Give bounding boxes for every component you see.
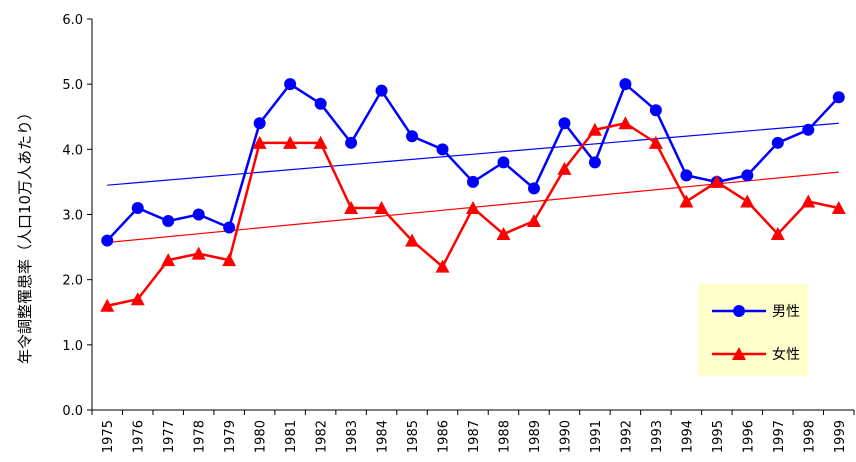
data-point: [344, 200, 359, 214]
y-tick-label: 4.0: [62, 143, 83, 158]
data-point: [527, 182, 540, 195]
x-tick-label: 1985: [406, 420, 421, 453]
data-point: [680, 169, 693, 182]
data-point: [648, 135, 663, 149]
data-point: [831, 200, 846, 214]
x-tick-label: 1980: [254, 420, 269, 453]
data-point: [130, 292, 145, 306]
x-tick-label: 1981: [284, 420, 299, 453]
x-tick-label: 1982: [315, 420, 330, 453]
data-point: [741, 169, 754, 182]
data-point: [222, 253, 237, 267]
y-tick-label: 5.0: [62, 78, 83, 93]
legend-marker: [732, 347, 746, 360]
x-tick-label: 1996: [741, 420, 756, 453]
data-point: [618, 116, 633, 130]
trend-line: [107, 122, 839, 186]
y-tick-label: 0.0: [62, 404, 83, 419]
data-point: [314, 97, 327, 110]
x-tick-label: 1994: [680, 420, 695, 453]
x-tick-label: 1988: [497, 420, 512, 453]
legend-label: 男性: [772, 304, 800, 320]
x-tick-label: 1989: [528, 420, 543, 453]
data-point: [587, 122, 602, 136]
x-tick-label: 1990: [558, 420, 573, 453]
legend-marker: [733, 305, 745, 317]
data-point: [467, 175, 479, 188]
x-tick-label: 1975: [101, 420, 116, 453]
data-point: [496, 227, 511, 241]
data-point: [101, 234, 114, 247]
x-tick-label: 1992: [619, 420, 634, 453]
data-point: [679, 194, 694, 208]
data-point: [557, 161, 572, 175]
data-point: [313, 135, 328, 149]
data-point: [223, 221, 236, 234]
data-point: [374, 200, 389, 214]
series-line: [106, 82, 840, 242]
legend-box: [698, 284, 808, 376]
x-tick-label: 1997: [772, 420, 787, 453]
data-point: [375, 84, 388, 97]
data-point: [770, 227, 785, 241]
x-tick-label: 1978: [193, 420, 208, 453]
data-point: [161, 253, 176, 267]
x-tick-label: 1986: [437, 420, 452, 453]
data-point: [497, 156, 510, 169]
x-tick-label: 1979: [223, 420, 238, 453]
x-tick-label: 1995: [711, 420, 726, 453]
data-point: [283, 135, 298, 149]
data-point: [832, 91, 845, 104]
y-tick-label: 1.0: [62, 339, 83, 354]
data-point: [191, 246, 206, 260]
data-point: [131, 201, 144, 214]
data-point: [253, 117, 266, 130]
series-line: [106, 121, 840, 307]
data-point: [435, 259, 450, 273]
y-tick-label: 6.0: [62, 13, 83, 28]
data-point: [466, 200, 480, 214]
data-point: [771, 136, 784, 149]
x-tick-label: 1991: [589, 420, 604, 453]
y-tick-label: 3.0: [62, 209, 83, 224]
data-point: [162, 215, 175, 228]
x-tick-label: 1984: [376, 420, 391, 453]
data-point: [709, 174, 724, 188]
data-point: [284, 78, 297, 91]
x-tick-label: 1976: [132, 420, 147, 453]
y-tick-label: 2.0: [62, 274, 83, 289]
data-point: [801, 194, 816, 208]
data-point: [100, 298, 115, 312]
x-tick-label: 1993: [650, 420, 665, 453]
chart-axes: 0.0 1.0 2.0 3.0 4.0 5.0 6.0 1975 1976 1977 1978 197…: [16, 13, 855, 453]
data-series: [100, 78, 846, 312]
data-point: [436, 143, 449, 156]
data-point: [802, 123, 815, 136]
data-point: [588, 156, 601, 169]
data-point: [619, 78, 632, 91]
data-point: [526, 214, 541, 228]
x-tick-label: 1987: [467, 420, 482, 453]
data-point: [252, 135, 267, 149]
x-tick-label: 1977: [162, 420, 177, 453]
x-tick-label: 1983: [345, 420, 360, 453]
data-point: [558, 117, 571, 130]
y-axis-label: 年令調整罹患率（人口10万人あたり）: [16, 105, 34, 364]
x-tick-label: 1998: [802, 420, 817, 453]
data-point: [405, 233, 420, 247]
data-point: [192, 208, 205, 221]
legend-label: 女性: [772, 346, 800, 363]
data-point: [345, 136, 358, 149]
data-point: [740, 194, 755, 208]
data-point: [649, 104, 662, 117]
data-point: [406, 130, 419, 143]
x-tick-label: 1999: [833, 420, 848, 453]
